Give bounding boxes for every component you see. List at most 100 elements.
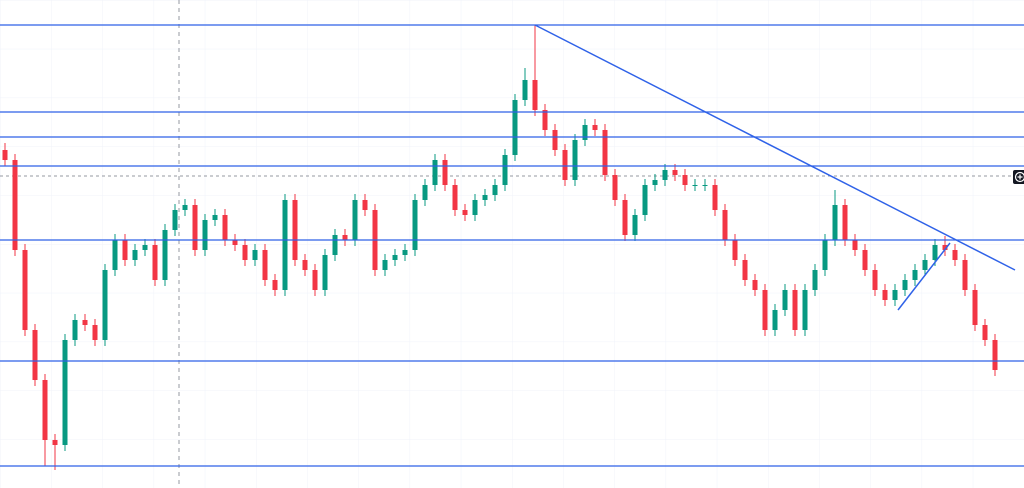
candle-body (42, 380, 48, 440)
candle-body (72, 320, 78, 340)
candle-body (182, 205, 188, 210)
candle-body (192, 205, 198, 250)
candle-body (112, 240, 118, 270)
candle-body (252, 250, 258, 260)
candle-body (2, 150, 8, 160)
overlay-layer (0, 24, 1024, 467)
candle-body (882, 290, 888, 300)
candle-body (122, 240, 128, 260)
candle-body (742, 260, 748, 280)
trend-line (534, 24, 1016, 271)
candle-body (162, 230, 168, 280)
candle-body (402, 250, 408, 255)
candle-body (422, 185, 428, 200)
candle-body (532, 80, 538, 110)
candle-body (142, 245, 148, 250)
candle-body (432, 160, 438, 185)
candle-body (482, 195, 488, 200)
candle-body (492, 185, 498, 195)
candle-body (392, 255, 398, 260)
candle-body (462, 210, 468, 215)
candle-body (712, 185, 718, 210)
candle-body (62, 340, 68, 445)
candle-body (242, 245, 248, 260)
candle-body (202, 220, 208, 250)
candle-body (222, 215, 228, 240)
candle-body (922, 260, 928, 270)
candle-body (762, 290, 768, 330)
candle-body (972, 290, 978, 325)
candle-body (752, 280, 758, 290)
candle-body (472, 200, 478, 215)
candle-body (802, 290, 808, 330)
candle-body (862, 250, 868, 270)
candle-body (52, 440, 58, 445)
candle-body (592, 125, 598, 130)
candle-body (582, 125, 588, 140)
candle-body (992, 340, 998, 370)
candle-body (172, 210, 178, 230)
candle-body (382, 260, 388, 270)
candle-body (832, 205, 838, 240)
candle-body (272, 280, 278, 290)
candle-body (332, 235, 338, 255)
trend-line (897, 242, 951, 311)
candle-body (362, 200, 368, 210)
candle-body (682, 175, 688, 185)
candle-body (892, 290, 898, 300)
candle-body (342, 235, 348, 240)
candle-body (782, 290, 788, 310)
candle-body (932, 245, 938, 260)
candle-body (352, 200, 358, 240)
candle-body (312, 270, 318, 290)
candle-body (412, 200, 418, 250)
candle-body (732, 240, 738, 260)
candle-body (662, 170, 668, 180)
candle-body (942, 245, 948, 250)
candle-body (822, 240, 828, 270)
candle-body (772, 310, 778, 330)
candle-body (982, 325, 988, 340)
candle-body (542, 110, 548, 130)
candle-body (302, 260, 308, 270)
candle-body (632, 215, 638, 235)
candle-body (212, 215, 218, 220)
candle-body (792, 290, 798, 330)
candle-body (552, 130, 558, 150)
add-button[interactable] (1013, 170, 1024, 184)
candle-body (262, 250, 268, 280)
candle-body (102, 270, 108, 340)
candle-body (692, 185, 698, 186)
candle-body (812, 270, 818, 290)
candle-body (12, 160, 18, 250)
candle-body (672, 170, 678, 175)
candle-body (232, 240, 238, 245)
candle-body (722, 210, 728, 240)
candle-body (842, 205, 848, 240)
candle-body (152, 245, 158, 280)
candle-body (902, 280, 908, 290)
candle-body (962, 260, 968, 290)
candle-body (512, 100, 518, 155)
candle-body (282, 200, 288, 290)
candle-body (442, 160, 448, 185)
candle-body (22, 250, 28, 330)
candle-body (92, 325, 98, 340)
candle-body (852, 240, 858, 250)
candle-body (322, 255, 328, 290)
candle-body (872, 270, 878, 290)
candle-body (32, 330, 38, 380)
candle-body (952, 250, 958, 260)
candle-body (652, 180, 658, 185)
candle-body (452, 185, 458, 210)
candle-body (702, 185, 708, 186)
candle-body (522, 80, 528, 100)
candle-body (622, 200, 628, 235)
candle-body (612, 175, 618, 200)
candle-body (912, 270, 918, 280)
candle-body (572, 140, 578, 180)
